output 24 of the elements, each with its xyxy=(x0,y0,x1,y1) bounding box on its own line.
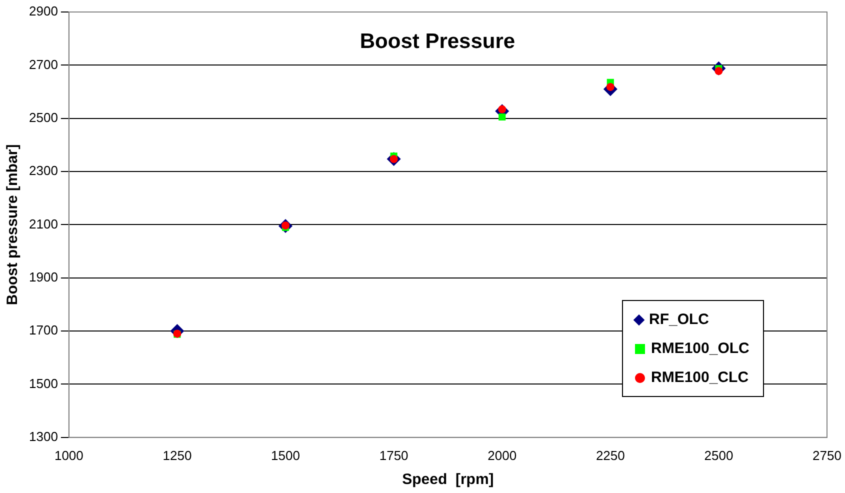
x-tick-label: 1750 xyxy=(379,448,408,463)
legend-label: RF_OLC xyxy=(649,311,709,328)
y-tick-label: 1300 xyxy=(29,428,58,444)
y-tick-label: 2900 xyxy=(29,4,58,19)
text: Boost Pressure xyxy=(358,30,516,54)
y-tick-label: 1700 xyxy=(29,322,58,338)
y-tick-label: 2100 xyxy=(29,216,58,232)
x-axis-title: Speed [rpm] xyxy=(402,471,494,488)
y-axis-title: Boost pressure [mbar] xyxy=(4,144,22,306)
x-tick-label: 1250 xyxy=(162,448,192,463)
legend-label: RME100_CLC xyxy=(651,369,749,386)
x-tick-label: 2500 xyxy=(704,448,734,463)
y-tick-label: 2500 xyxy=(29,110,58,125)
y-tick-label: 2700 xyxy=(29,56,58,72)
x-tick-label: 2750 xyxy=(812,448,842,463)
x-tick-label: 2000 xyxy=(488,448,517,463)
legend-label: RME100_OLC xyxy=(651,340,750,357)
point xyxy=(498,113,506,121)
x-tick-label: 1500 xyxy=(271,448,300,463)
x-tick-label: 1000 xyxy=(54,448,84,463)
x-tick-label: 2250 xyxy=(596,448,625,463)
y-tick-label: 1500 xyxy=(29,376,58,391)
y-tick-label: 1900 xyxy=(29,269,58,284)
y-tick-label: 2300 xyxy=(29,163,58,178)
